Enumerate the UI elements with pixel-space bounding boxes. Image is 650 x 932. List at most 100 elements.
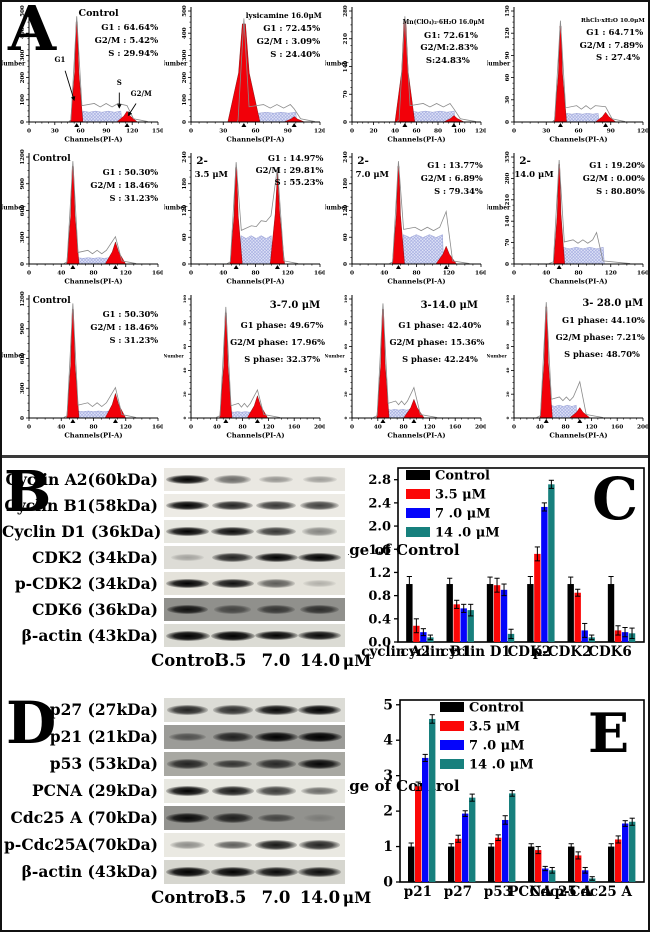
svg-text:70: 70	[505, 239, 511, 247]
blot-band	[165, 526, 210, 537]
svg-text:Channels(PI-A): Channels(PI-A)	[387, 136, 445, 144]
svg-text:200: 200	[475, 425, 486, 431]
blot-strip	[164, 833, 345, 857]
svg-text:40: 40	[374, 425, 382, 431]
svg-text:0: 0	[188, 271, 192, 277]
svg-text:1.2: 1.2	[368, 566, 391, 581]
svg-text:80: 80	[505, 320, 510, 326]
svg-text:S:24.83%: S:24.83%	[426, 56, 470, 66]
svg-text:20: 20	[505, 391, 510, 397]
blot-label: PCNA (29kDa)	[31, 781, 158, 800]
svg-text:RhCl₃·xH₂O 10.0μM: RhCl₃·xH₂O 10.0μM	[581, 18, 645, 24]
lane-label: μM	[342, 888, 372, 907]
blot-band	[165, 474, 210, 485]
svg-text:80: 80	[400, 425, 408, 431]
svg-text:Number: Number	[325, 205, 349, 212]
blot-band	[257, 579, 296, 588]
svg-text:0: 0	[511, 271, 515, 277]
svg-text:150: 150	[505, 5, 511, 17]
svg-text:900: 900	[20, 178, 26, 190]
svg-text:3: 3	[383, 768, 393, 784]
svg-text:210: 210	[343, 33, 349, 45]
svg-text:14 .0 μM: 14 .0 μM	[435, 526, 500, 541]
svg-text:Control: Control	[33, 154, 72, 164]
svg-text:80: 80	[89, 425, 97, 431]
svg-text:G1 : 72.45%: G1 : 72.45%	[263, 24, 320, 34]
svg-text:80: 80	[251, 271, 259, 277]
svg-text:Channels(PI-A): Channels(PI-A)	[549, 432, 607, 440]
blot-strip	[164, 572, 345, 595]
svg-text:7 .0 μM: 7 .0 μM	[435, 507, 491, 522]
svg-text:90: 90	[606, 129, 614, 135]
svg-text:120: 120	[126, 129, 138, 135]
svg-text:600: 600	[20, 353, 26, 365]
svg-text:160: 160	[152, 425, 163, 431]
svg-text:PCNA: PCNA	[508, 884, 552, 900]
svg-text:4: 4	[383, 733, 393, 749]
blot-band	[167, 759, 208, 769]
flow-plot-3: 0 20 40 60 80 100 120 Channels(PI-A) 0 70 140 210 28…	[321, 2, 487, 148]
svg-text:Channels(PI-A): Channels(PI-A)	[226, 432, 284, 440]
lane-labels: Control 3.5 7.0 14.0 μM	[151, 888, 374, 912]
blot-band	[212, 705, 254, 715]
svg-text:0: 0	[188, 129, 192, 135]
svg-text:30: 30	[219, 129, 227, 135]
blot-band	[254, 552, 298, 563]
blot-band	[212, 732, 254, 742]
svg-text:2-: 2-	[196, 155, 208, 167]
svg-text:40: 40	[343, 367, 348, 373]
svg-text:60: 60	[251, 129, 259, 135]
svg-text:0: 0	[505, 416, 510, 419]
svg-text:200: 200	[313, 425, 324, 431]
svg-text:0: 0	[505, 120, 511, 124]
svg-text:p27: p27	[444, 884, 472, 900]
svg-text:120: 120	[604, 271, 616, 277]
flow-plot-5: 0 40 80 120 160 Channels(PI-A) 0 300 600 900 1200 N…	[2, 148, 164, 290]
blot-strip	[164, 725, 345, 749]
svg-text:240: 240	[343, 151, 349, 163]
blot-band	[254, 705, 298, 715]
svg-text:0: 0	[343, 120, 349, 124]
svg-text:70: 70	[343, 90, 349, 98]
svg-text:60: 60	[343, 344, 348, 350]
svg-text:p-Cdc25 A: p-Cdc25 A	[555, 884, 633, 900]
flow-plot-6: 0 40 80 120 160 Channels(PI-A) 0 60 120 180 240 Num…	[159, 148, 325, 290]
blot-label: β-actin (43kDa)	[21, 862, 158, 881]
svg-text:G2/M : 29.81%: G2/M : 29.81%	[255, 165, 323, 175]
blot-band	[166, 705, 209, 715]
svg-text:cyclin B1: cyclin B1	[401, 644, 471, 660]
svg-text:Number: Number	[164, 354, 184, 360]
svg-text:5: 5	[383, 697, 393, 713]
svg-text:40: 40	[182, 367, 187, 373]
svg-text:14.0 μM: 14.0 μM	[514, 170, 554, 180]
svg-text:S phase: 42.24%: S phase: 42.24%	[402, 354, 478, 364]
lane-label: 3.5	[217, 888, 247, 907]
svg-text:2.4: 2.4	[368, 496, 391, 511]
blot-band	[302, 475, 337, 484]
blot-band	[299, 500, 340, 510]
svg-text:G2/M : 7.89%: G2/M : 7.89%	[579, 41, 643, 51]
svg-text:S : 79.34%: S : 79.34%	[434, 186, 483, 196]
svg-text:0: 0	[182, 120, 188, 124]
svg-text:100: 100	[505, 295, 510, 304]
svg-text:60: 60	[343, 233, 349, 241]
svg-text:0: 0	[350, 129, 354, 135]
blot-band	[298, 759, 342, 769]
svg-text:0: 0	[343, 416, 348, 419]
lane-label: Control	[151, 651, 221, 670]
svg-text:0.4: 0.4	[368, 612, 391, 627]
svg-text:2.0: 2.0	[368, 520, 391, 535]
blot-band	[170, 840, 205, 850]
svg-text:Channels(PI-A): Channels(PI-A)	[64, 136, 122, 144]
svg-text:0: 0	[350, 425, 354, 431]
panel-a-flow-plots: 0 30 60 90 120 150 Channels(PI-A) 0 100 200 300 400…	[2, 2, 648, 454]
svg-text:400: 400	[20, 27, 26, 39]
svg-text:G2/M : 5.42%: G2/M : 5.42%	[95, 36, 159, 46]
svg-text:0: 0	[350, 271, 354, 277]
svg-text:100: 100	[182, 295, 187, 304]
svg-text:G2/M: G2/M	[131, 89, 152, 98]
svg-text:2-: 2-	[519, 155, 531, 167]
blot-band	[297, 705, 342, 715]
blot-band	[302, 527, 338, 536]
svg-text:300: 300	[20, 382, 26, 394]
